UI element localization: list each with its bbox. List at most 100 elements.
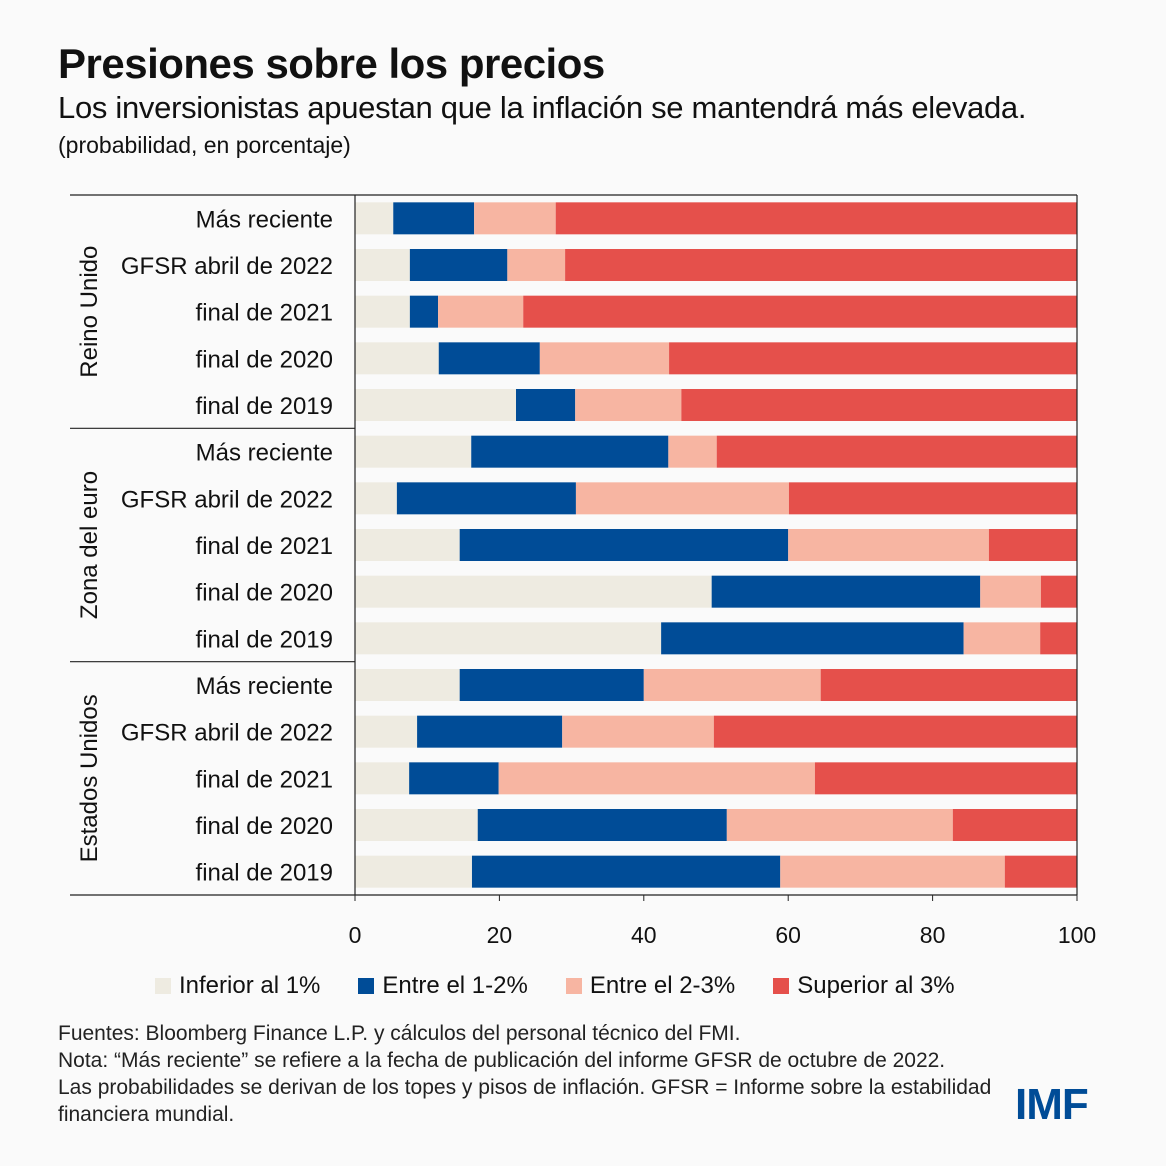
note-line: Las probabilidades se derivan de los top…	[58, 1076, 992, 1126]
bar-segment	[438, 342, 540, 375]
bar-segment	[355, 622, 662, 655]
bar-segment	[516, 389, 576, 421]
row-label: GFSR abril de 2022	[121, 253, 333, 280]
bar-segment	[409, 295, 439, 328]
bar-segment	[393, 202, 475, 235]
bar-segment	[355, 202, 394, 235]
legend-swatch	[773, 978, 790, 994]
stacked-bar-chart: Más reciente GFSR abril de 2022 final de 2…	[70, 194, 1096, 948]
bar-segment	[477, 809, 727, 841]
legend-label: Inferior al 1%	[179, 972, 321, 999]
group-label: Zona del euro	[76, 471, 103, 619]
row-label: final de 2021	[196, 300, 333, 327]
x-tick-label: 0	[349, 922, 362, 948]
bar-segment	[788, 529, 989, 561]
row-label: GFSR abril de 2022	[121, 486, 333, 513]
bar-segment	[814, 762, 1077, 795]
bar-segment	[355, 342, 439, 375]
row-label: Más reciente	[196, 440, 333, 467]
bar-segment	[355, 669, 460, 701]
legend-item: Inferior al 1%	[155, 972, 320, 1000]
bar-segment	[669, 342, 1077, 375]
sources-line: Fuentes: Bloomberg Finance L.P. y cálcul…	[58, 1022, 741, 1045]
row-label: final de 2021	[196, 766, 333, 793]
bar-segment	[355, 529, 460, 561]
bar-segment	[355, 715, 418, 748]
bar-segment	[498, 762, 815, 795]
bar-segment	[952, 809, 1077, 841]
x-tick-label: 60	[775, 922, 801, 948]
bar-segment	[565, 249, 1077, 281]
bar-segment	[355, 762, 410, 795]
bar-segment	[713, 715, 1077, 748]
bar-segment	[355, 389, 517, 421]
bar-segment	[438, 295, 524, 328]
bar-segment	[355, 855, 472, 888]
x-tick-label: 80	[920, 922, 946, 948]
row-label: final de 2020	[196, 580, 333, 607]
legend-label: Entre el 1-2%	[382, 972, 528, 999]
bar-segment	[988, 529, 1077, 561]
row-label: Más reciente	[196, 673, 333, 700]
legend-swatch	[358, 978, 375, 994]
bar-segment	[711, 575, 981, 608]
row-label: final de 2021	[196, 533, 333, 560]
chart-subtitle: Los inversionistas apuestan que la infla…	[58, 90, 1027, 125]
bar-segment	[820, 669, 1077, 701]
note-line: Nota: “Más reciente” se refiere a la fec…	[58, 1049, 946, 1072]
bar-segment	[355, 249, 410, 281]
bar-segment	[355, 295, 410, 328]
bar-segment	[562, 715, 714, 748]
row-label: final de 2019	[196, 626, 333, 653]
bar-segment	[575, 389, 682, 421]
x-tick-label: 40	[631, 922, 657, 948]
bar-segment	[575, 482, 789, 515]
bar-segment	[523, 295, 1077, 328]
row-label: final de 2019	[196, 860, 333, 887]
group-label: Reino Unido	[76, 246, 103, 378]
bar-segment	[1040, 622, 1077, 655]
row-label: final de 2020	[196, 346, 333, 373]
legend-item: Superior al 3%	[773, 972, 955, 1000]
bar-segment	[788, 482, 1077, 515]
bar-segment	[668, 435, 717, 468]
bar-segment	[780, 855, 1005, 888]
legend-swatch	[155, 978, 171, 994]
legend-label: Entre el 2-3%	[589, 972, 736, 999]
bar-segment	[396, 482, 576, 515]
bar-segment	[1040, 575, 1077, 608]
bar-segment	[726, 809, 953, 841]
bar-segment	[417, 715, 563, 748]
bar-segment	[355, 809, 478, 841]
legend-swatch	[565, 978, 582, 994]
unit-label: (probabilidad, en porcentaje)	[58, 132, 351, 158]
bar-segment	[555, 202, 1077, 235]
bar-segment	[459, 669, 644, 701]
chart-title: Presiones sobre los precios	[58, 40, 605, 87]
group-label: Estados Unidos	[76, 694, 103, 862]
bar-segment	[409, 762, 499, 795]
bar-segment	[1004, 855, 1077, 888]
row-label: final de 2019	[196, 393, 333, 420]
legend-label: Superior al 3%	[797, 972, 955, 999]
bar-segment	[716, 435, 1077, 468]
bar-segment	[963, 622, 1041, 655]
bar-segment	[409, 249, 508, 281]
row-label: GFSR abril de 2022	[121, 720, 333, 747]
legend: Inferior al 1% Entre el 1-2% Entre el 2-…	[155, 972, 955, 1000]
source-notes: Fuentes: Bloomberg Finance L.P. y cálcul…	[58, 1020, 1018, 1128]
legend-item: Entre el 1-2%	[358, 972, 528, 1000]
bar-segment	[471, 435, 669, 468]
x-tick-label: 20	[487, 922, 513, 948]
bar-segment	[471, 855, 781, 888]
bar-segment	[355, 575, 712, 608]
bar-segment	[355, 482, 397, 515]
bar-segment	[355, 435, 472, 468]
bar-segment	[643, 669, 821, 701]
x-tick-label: 100	[1058, 922, 1096, 948]
bar-segment	[474, 202, 556, 235]
row-label: Más reciente	[196, 206, 333, 233]
row-label: final de 2020	[196, 813, 333, 840]
bar-segment	[459, 529, 789, 561]
bar-segment	[980, 575, 1041, 608]
